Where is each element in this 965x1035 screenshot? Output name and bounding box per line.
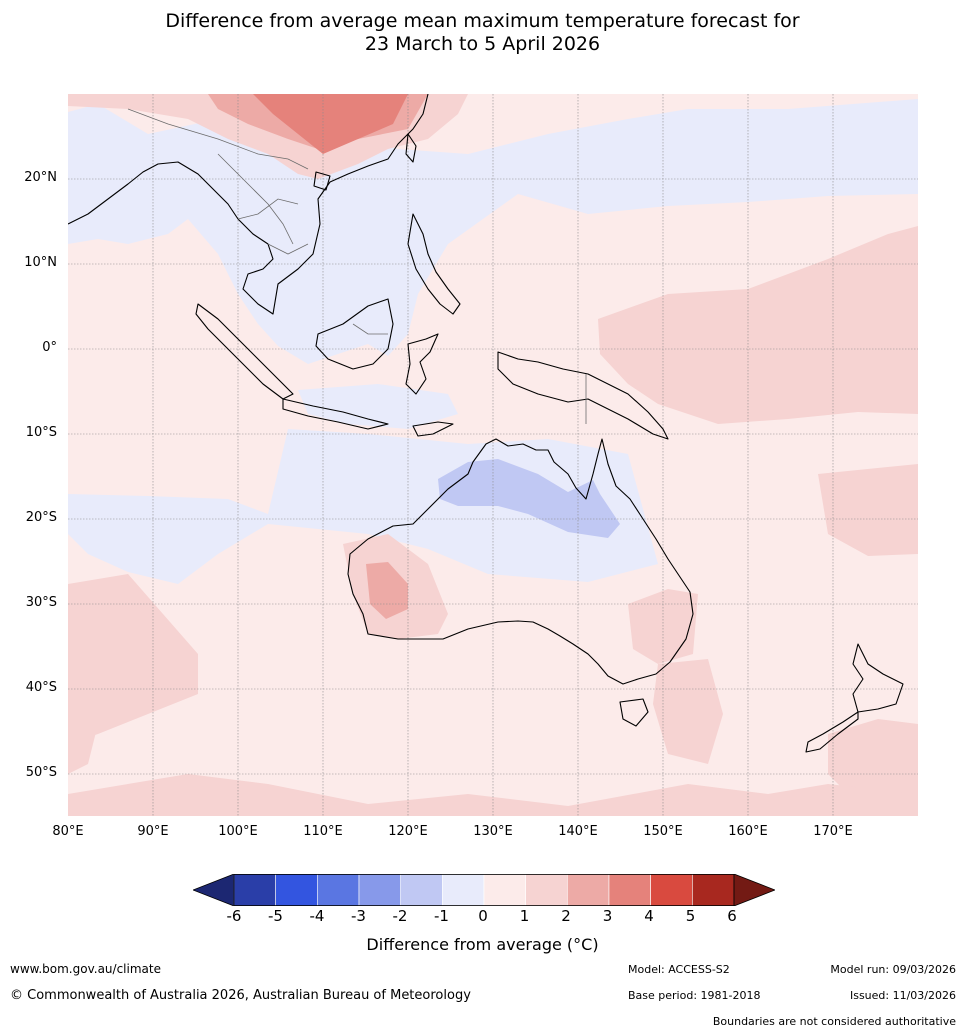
coast-borneo [315, 298, 394, 370]
lon-label-140e: 140°E [558, 824, 598, 839]
map-canvas [68, 94, 918, 816]
cool-anomaly-core [438, 459, 620, 538]
warm-anomaly-west-pacific [598, 226, 918, 424]
lat-label-20n: 20°N [24, 170, 57, 185]
colorbar-tick: -4 [309, 907, 325, 925]
lat-label-10s: 10°S [25, 425, 57, 440]
warm-anomaly-southern-ocean-west [68, 574, 198, 744]
lon-label-130e: 130°E [473, 824, 513, 839]
anomaly-shading [68, 94, 918, 816]
lon-label-160e: 160°E [728, 824, 768, 839]
coast-new-guinea [497, 351, 669, 440]
coast-new-zealand-south [805, 711, 859, 753]
coast-australia [347, 438, 694, 685]
country-borders [127, 108, 587, 424]
coast-tasmania [619, 698, 649, 727]
lat-label-40s: 40°S [25, 680, 57, 695]
lat-label-10n: 10°N [24, 255, 57, 270]
coast-philippines [407, 213, 461, 315]
warm-anomaly-asia-3 [253, 94, 408, 154]
colorbar-tick: 5 [685, 907, 696, 925]
colorbar-segment [442, 873, 485, 907]
colorbar-tick: -2 [392, 907, 408, 925]
title-line-1: Difference from average mean maximum tem… [165, 10, 800, 32]
colorbar-segment [525, 873, 568, 907]
colorbar-tick: 4 [644, 907, 654, 925]
lon-label-110e: 110°E [303, 824, 343, 839]
colorbar-label: Difference from average (°C) [366, 935, 599, 954]
warm-anomaly-wa-core [366, 562, 408, 619]
colorbar-tick: -6 [226, 907, 242, 925]
forecast-map [68, 94, 918, 816]
lat-label-20s: 20°S [25, 510, 57, 525]
coast-taiwan [405, 133, 417, 163]
colorbar-segment [650, 873, 693, 907]
warm-anomaly-south-east [653, 659, 723, 764]
colorbar-tick: 0 [478, 907, 488, 925]
website-link[interactable]: www.bom.gov.au/climate [10, 962, 161, 976]
warm-anomaly-new-zealand-south [828, 719, 918, 794]
lon-label-100e: 100°E [218, 824, 258, 839]
coast-hainan [313, 171, 331, 191]
warm-anomaly-south-west-indian [68, 714, 98, 774]
lon-label-120e: 120°E [388, 824, 428, 839]
colorbar-tick: 1 [519, 907, 530, 925]
coast-asia-mainland [68, 94, 429, 315]
colorbar-segment [317, 873, 360, 907]
colorbar-segment [692, 873, 735, 907]
lat-label-equator: 0° [42, 340, 57, 355]
issued-date: Issued: 11/03/2026 [849, 989, 956, 1002]
colorbar-segment [567, 873, 610, 907]
warm-anomaly-pacific-east [818, 464, 918, 556]
boundaries-disclaimer: Boundaries are not considered authoritat… [712, 1015, 956, 1028]
coast-new-zealand-north [852, 643, 904, 713]
map-title: Difference from average mean maximum tem… [0, 10, 965, 56]
lon-label-80e: 80°E [52, 824, 84, 839]
colorbar [191, 873, 777, 910]
cool-anomaly-north-pacific [68, 99, 918, 364]
colorbar-segment [233, 873, 276, 907]
colorbar-tick: -1 [434, 907, 449, 925]
cool-anomaly-maritime [298, 384, 458, 429]
lon-label-170e: 170°E [813, 824, 853, 839]
colorbar-tick: 6 [727, 907, 737, 925]
model-run-date: Model run: 09/03/2026 [830, 963, 956, 976]
lon-label-90e: 90°E [137, 824, 169, 839]
colorbar-segment [358, 873, 401, 907]
colorbar-tick: -3 [351, 907, 366, 925]
title-line-2: 23 March to 5 April 2026 [364, 33, 601, 55]
coast-timor [412, 421, 454, 437]
coast-java [282, 398, 389, 430]
colorbar-tick: 3 [602, 907, 613, 925]
coast-sulawesi [405, 333, 439, 395]
model-name: Model: ACCESS-S2 [628, 963, 730, 976]
colorbar-tick: 2 [561, 907, 571, 925]
colorbar-segment [275, 873, 318, 907]
colorbar-segment [483, 873, 526, 907]
colorbar-under-arrow [191, 873, 235, 907]
lon-label-150e: 150°E [643, 824, 683, 839]
colorbar-tick: -5 [268, 907, 283, 925]
coastlines [68, 94, 904, 753]
colorbar-segments [233, 873, 735, 907]
base-period: Base period: 1981-2018 [628, 989, 761, 1002]
colorbar-over-arrow [733, 873, 777, 907]
graticule [68, 94, 918, 816]
colorbar-segment [608, 873, 651, 907]
copyright-text: © Commonwealth of Australia 2026, Austra… [10, 988, 471, 1003]
colorbar-segment [400, 873, 443, 907]
lat-label-30s: 30°S [25, 595, 57, 610]
warm-anomaly-southern-ocean [68, 774, 918, 816]
lat-label-50s: 50°S [25, 765, 57, 780]
